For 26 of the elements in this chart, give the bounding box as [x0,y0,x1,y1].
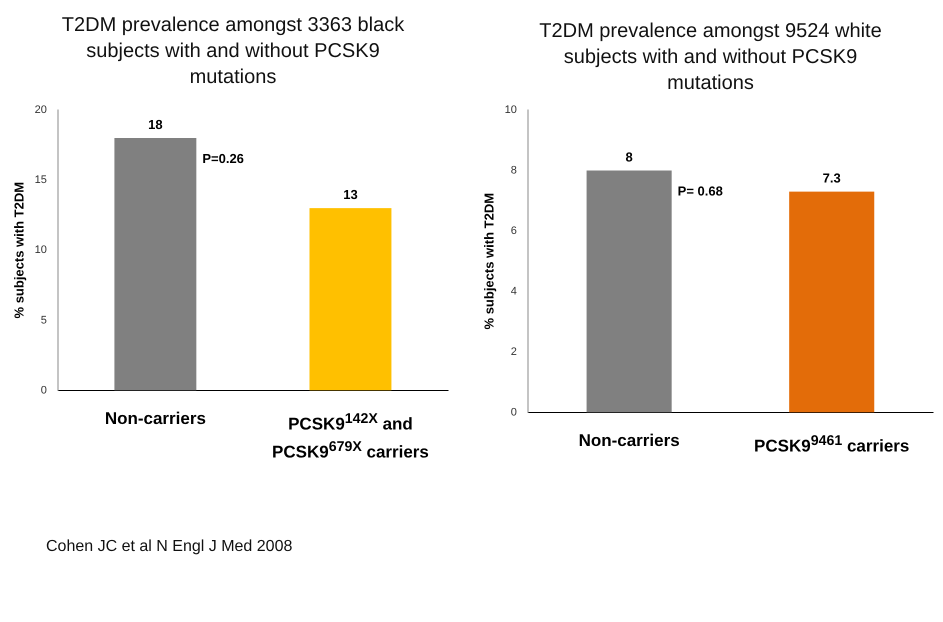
annotation: P=0.26 [202,151,244,166]
y-tick-label: 8 [510,164,517,177]
y-tick-label: 20 [34,104,47,116]
x-tick-label: Non-carriers [578,430,681,452]
y-tick-label: 10 [504,104,517,116]
chart-title: T2DM prevalence amongst 9524 white subjects with and without PCSK9 mutations [538,19,883,96]
y-tick-label: 5 [40,314,47,326]
y-tick-label: 10 [34,244,47,256]
annotation: P= 0.68 [678,184,723,199]
x-tick-label: PCSK9$^{9461}$ carriers [753,432,910,458]
y-tick-label: 2 [510,346,517,358]
x-tick-label: Non-carriers [104,408,207,430]
data-label: 13 [343,187,358,202]
y-axis-title: % subjects with T2DM [11,182,26,318]
y-tick-label: 0 [40,384,47,396]
text: Cohen JC et al N Engl J Med 2008 [46,538,292,556]
data-label: 8 [626,150,633,165]
y-tick-label: 6 [510,224,517,237]
chart-title: T2DM prevalence amongst 3363 black subjects with and without PCSK9 mutations [60,13,406,90]
y-tick-label: 0 [510,406,517,418]
y-tick-label: 15 [34,174,47,186]
y-axis-title: % subjects with T2DM [481,192,496,330]
category-label: PCSK9$^{142X}$ and PCSK9$^{679X}$ carriers [272,411,429,462]
data-label: 18 [148,117,163,132]
data-label: 7.3 [822,170,841,186]
y-tick-label: 4 [510,285,517,298]
